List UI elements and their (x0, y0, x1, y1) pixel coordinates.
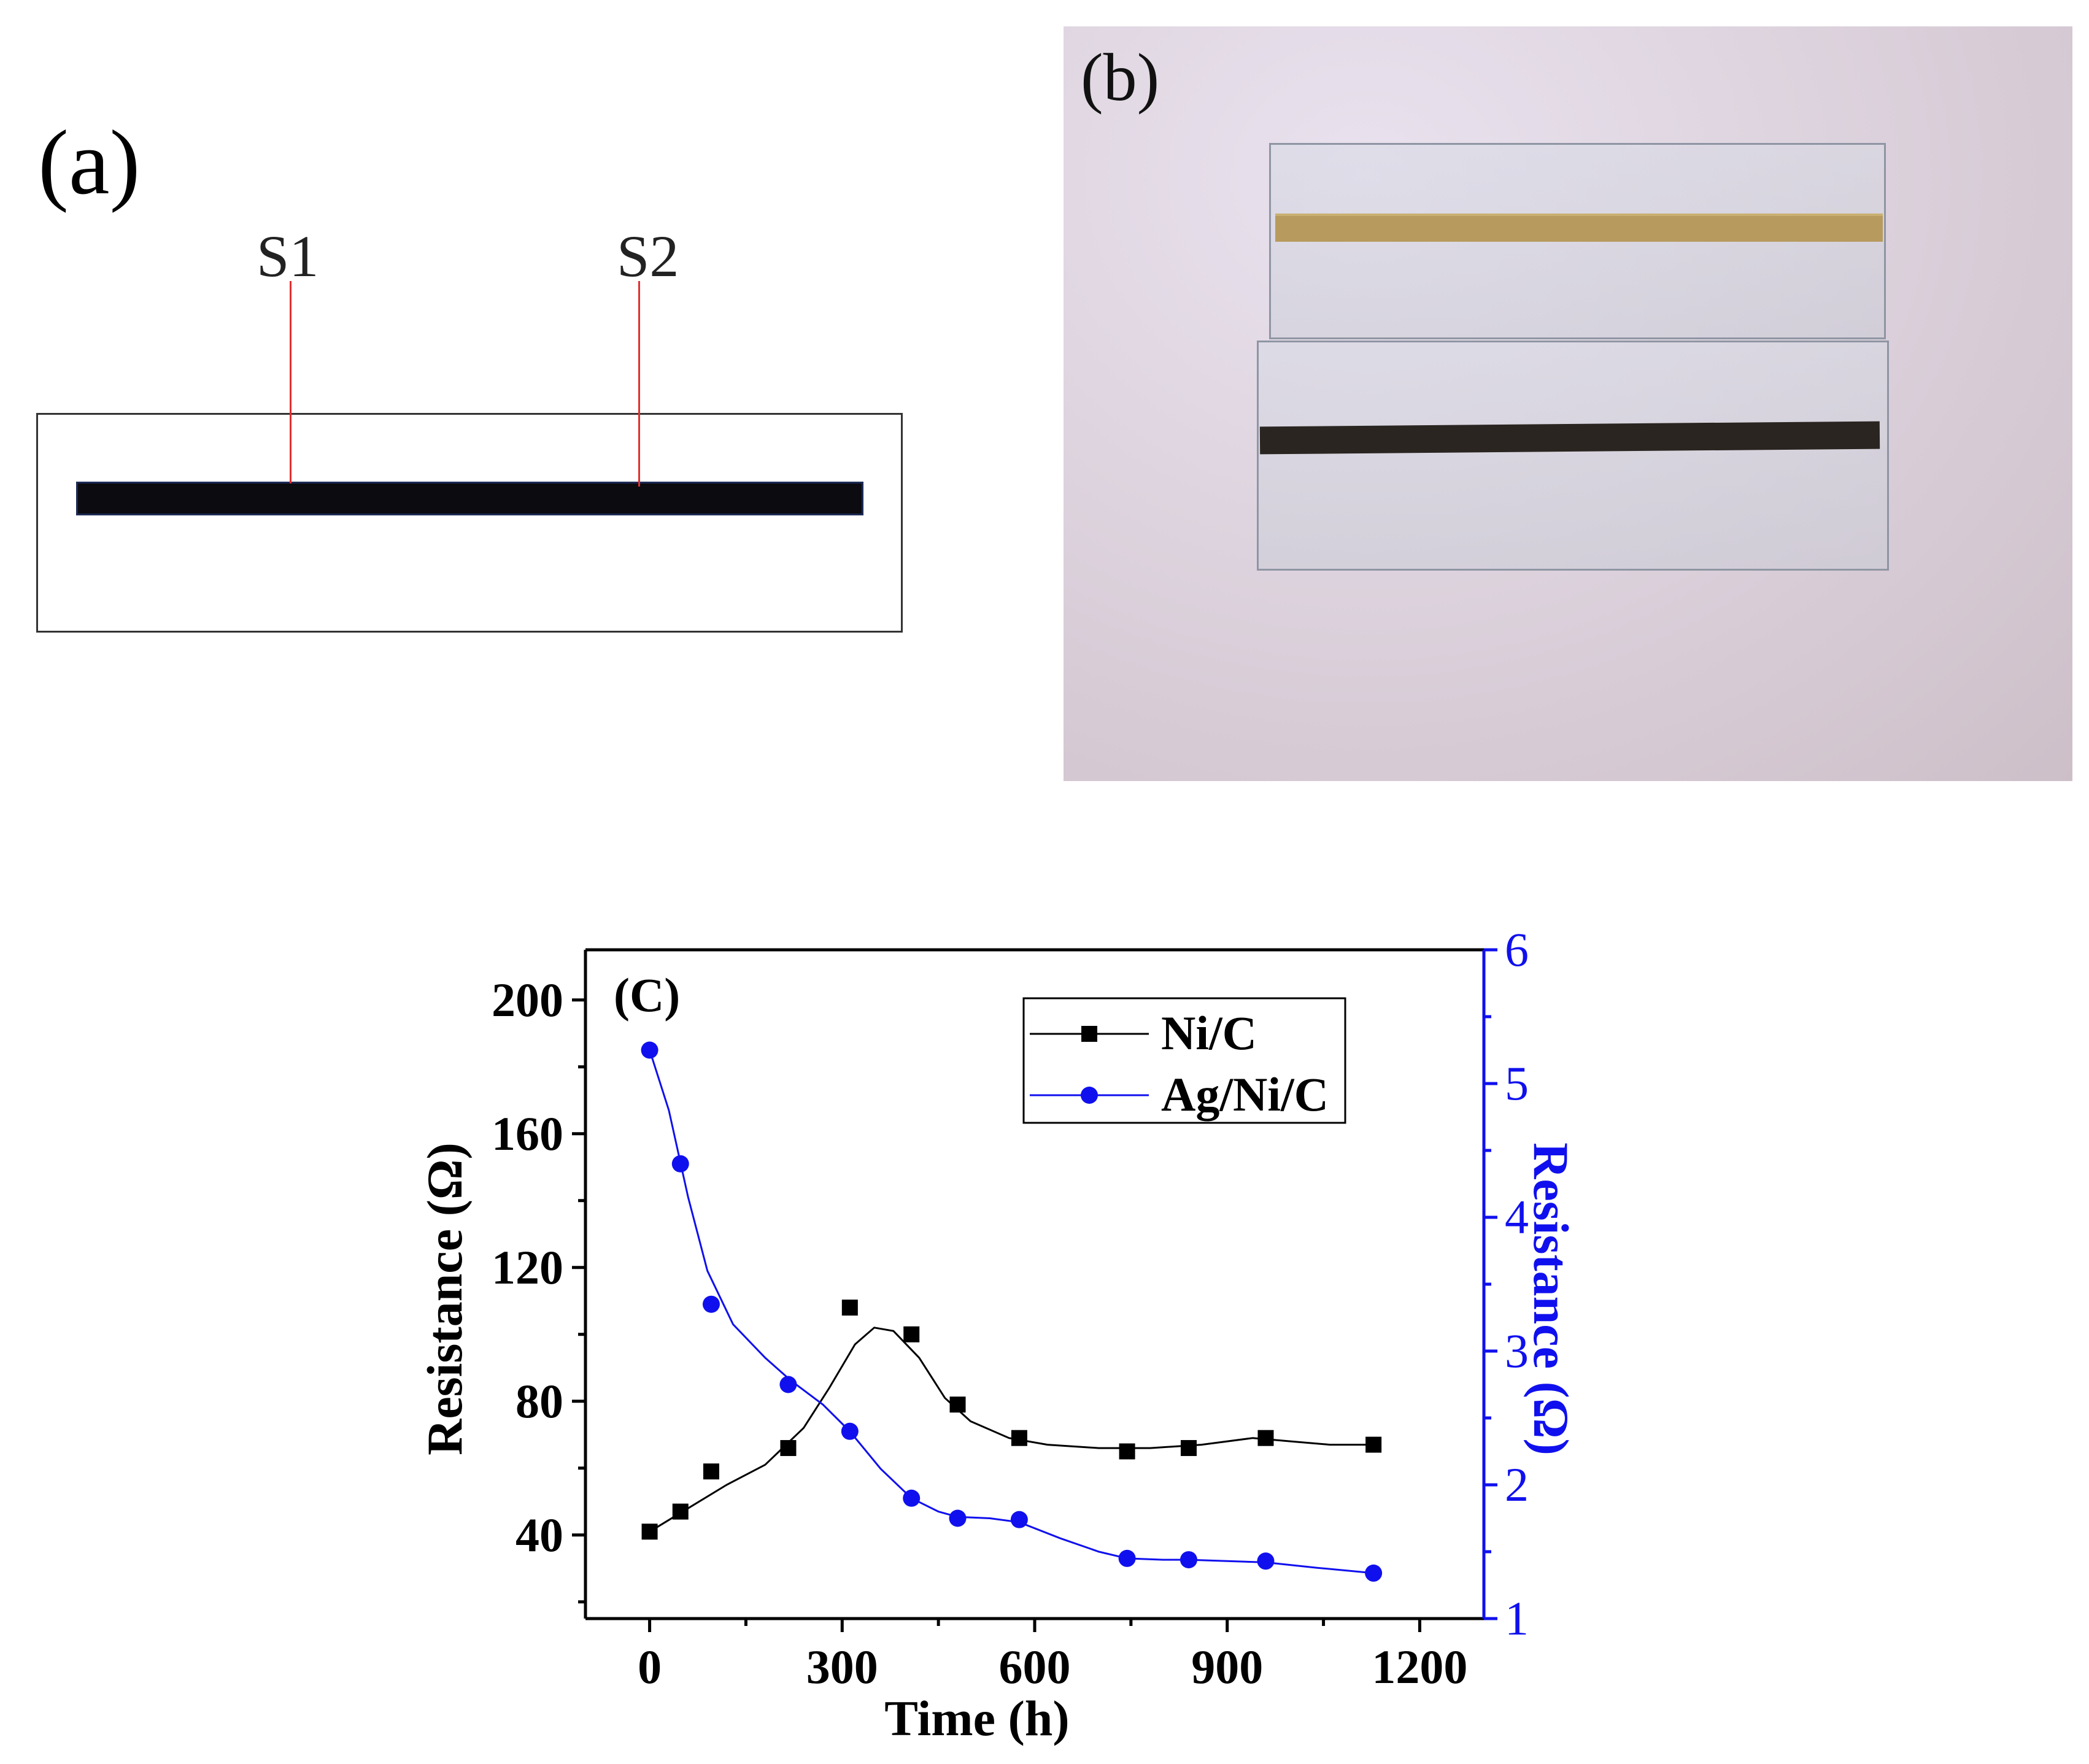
left-y-tick-label: 160 (492, 1107, 563, 1160)
ni-c-point (949, 1396, 966, 1413)
ag-ni-c-point (1010, 1511, 1028, 1528)
right-y-tick-label: 3 (1505, 1324, 1529, 1377)
ag-ni-c-point (903, 1489, 921, 1507)
panel-c-label: (C) (614, 968, 680, 1022)
ni-c-curve (649, 1327, 1374, 1533)
right-y-tick-label: 6 (1505, 923, 1529, 976)
probe-s1-wire (290, 281, 292, 483)
left-y-axis-ticks: 40 80 120 160 200 (492, 973, 585, 1604)
probe-s2-wire (638, 281, 640, 487)
x-tick-label: 600 (999, 1640, 1071, 1693)
right-y-axis-ticks: 1 2 3 4 5 6 (1484, 923, 1529, 1645)
ag-ni-c-point (949, 1509, 967, 1527)
ni-c-point (1257, 1430, 1274, 1446)
x-tick-label: 1200 (1372, 1640, 1467, 1693)
series-curves (649, 1050, 1374, 1574)
ni-c-point (1011, 1430, 1027, 1446)
left-y-tick-label: 120 (492, 1241, 563, 1294)
right-y-axis-title: Resistance (Ω) (1523, 1142, 1579, 1455)
legend-ni-c-label: Ni/C (1161, 1006, 1257, 1060)
panel-a-label: (a) (38, 112, 141, 214)
ag-ni-c-point (702, 1295, 720, 1313)
x-axis-ticks: 0 300 600 900 1200 (638, 1619, 1467, 1693)
left-y-tick-label: 80 (515, 1374, 563, 1428)
right-y-tick-label: 4 (1505, 1190, 1529, 1244)
ag-ni-c-point (1257, 1552, 1275, 1570)
x-tick-label: 0 (638, 1640, 662, 1693)
left-y-tick-label: 200 (492, 973, 563, 1026)
panel-b-label: (b) (1081, 40, 1160, 115)
left-y-axis-title: Resistance (Ω) (417, 1142, 473, 1455)
probe-s2-label: S2 (617, 223, 679, 289)
ag-ni-c-point (1118, 1549, 1136, 1567)
ni-c-point (1180, 1440, 1197, 1457)
legend: Ni/C Ag/Ni/C (1022, 997, 1346, 1124)
legend-ag-ni-c-marker (1081, 1087, 1098, 1104)
series-markers (641, 1041, 1383, 1582)
legend-ni-c-marker (1081, 1026, 1097, 1042)
ni-c-point (841, 1300, 858, 1316)
probe-s1-label: S1 (257, 223, 319, 289)
legend-box (1022, 997, 1346, 1124)
ag-ni-c-point (671, 1155, 689, 1173)
ag-ni-c-point (641, 1041, 658, 1059)
ag-ni-c-point (841, 1422, 859, 1440)
ni-c-point (780, 1440, 797, 1457)
x-tick-label: 300 (806, 1640, 878, 1693)
ag-ni-c-point (1365, 1564, 1383, 1582)
right-y-tick-label: 5 (1505, 1057, 1529, 1110)
sample-photo: (b) (1064, 26, 2072, 781)
electrode-strip (76, 482, 863, 515)
ni-c-point (641, 1523, 658, 1540)
ni-c-point (703, 1463, 719, 1480)
left-y-tick-label: 40 (515, 1508, 563, 1562)
x-tick-label: 900 (1191, 1640, 1263, 1693)
right-y-tick-label: 1 (1505, 1592, 1529, 1645)
ag-ni-c-point (779, 1376, 797, 1393)
glass-slide-bottom (1257, 341, 1889, 571)
legend-ag-ni-c-label: Ag/Ni/C (1161, 1068, 1329, 1121)
ni-c-point (1119, 1443, 1135, 1460)
substrate-outline (36, 413, 903, 633)
right-y-tick-label: 2 (1505, 1458, 1529, 1511)
ag-ni-c-strip (1275, 214, 1883, 242)
ni-c-point (903, 1326, 920, 1342)
ag-ni-c-curve (649, 1050, 1374, 1574)
ag-ni-c-point (1180, 1551, 1197, 1569)
ni-c-point (1365, 1436, 1382, 1453)
x-axis-title: Time (h) (884, 1690, 1069, 1746)
ni-c-point (672, 1503, 689, 1520)
